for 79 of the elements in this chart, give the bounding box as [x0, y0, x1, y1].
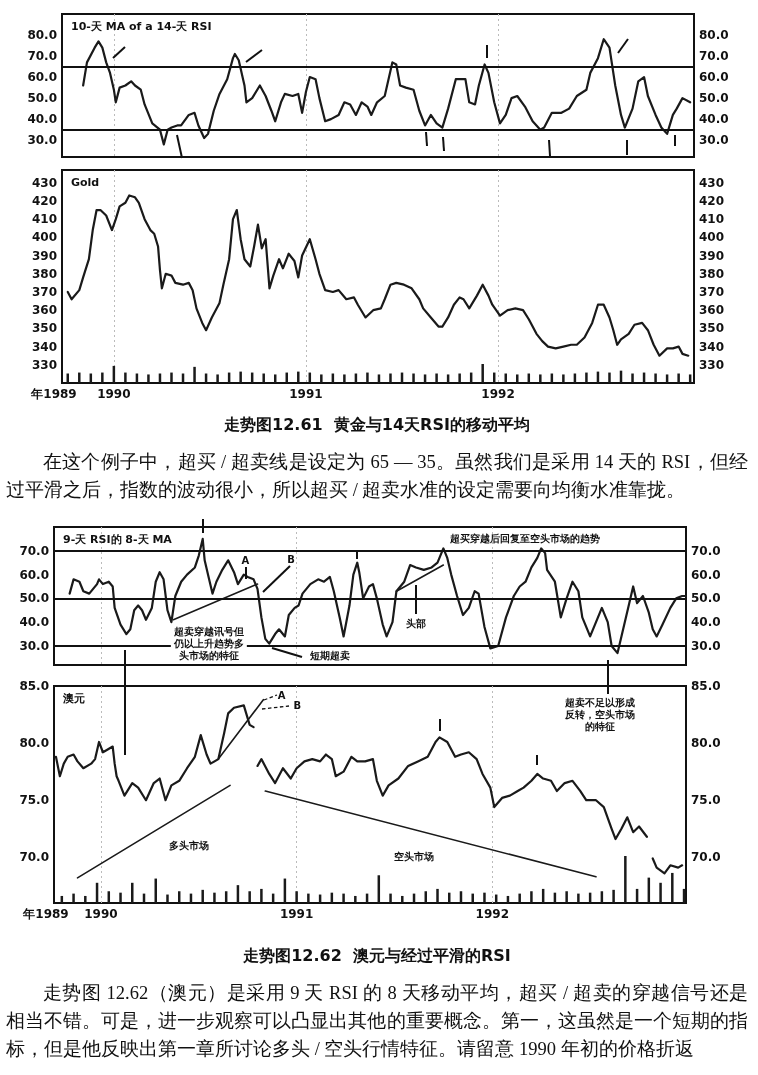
y-tick-label: 360	[31, 303, 57, 318]
y2-tick-label: 80.0	[699, 28, 729, 43]
y-tick-label: 380	[31, 266, 57, 281]
annotation: 空头市场	[394, 850, 435, 862]
y2-tick-label: 40.0	[691, 615, 721, 630]
y-tick-label: 340	[31, 339, 57, 354]
y-tick-label: 70.0	[27, 49, 57, 64]
annotation: A	[241, 554, 250, 566]
text: 9-天 RSI的 8-天 MA	[63, 533, 173, 546]
x-axis-title: 年1989	[30, 387, 77, 401]
y2-tick-label: 50.0	[699, 91, 729, 106]
x-tick-label: 1990	[84, 907, 118, 921]
y2-tick-label: 350	[699, 321, 725, 336]
y2-tick-label: 70.0	[691, 543, 721, 558]
y2-tick-label: 370	[699, 284, 725, 299]
y-tick-label: 80.0	[27, 28, 57, 43]
annotation: 短期超卖	[309, 649, 351, 661]
text: Gold	[71, 176, 100, 189]
annotation: A	[277, 690, 286, 702]
x-tick-label: 1991	[289, 387, 323, 401]
annotation: 多头市场	[169, 840, 210, 852]
y2-tick-label: 380	[699, 266, 725, 281]
y-tick-label: 40.0	[19, 615, 49, 630]
y-tick-label: 420	[31, 193, 57, 208]
y2-tick-label: 30.0	[699, 133, 729, 148]
text: 走势图 12.62（澳元）是采用 9 天 RSI 的 8 天移动平均，超买 / 超卖的穿越信号还是相当不错。可是，进一步观察可以凸显出其他的重要概念。第一，这虽然是一个短期的指标，但是他反映出第一章所讨论多头 / 空头行情特征。请留意 1990 年初的价格折返	[6, 982, 748, 1061]
y-tick-label: 400	[31, 230, 57, 245]
y-tick-label: 330	[31, 357, 57, 372]
annotation: 超卖穿越讯号但仍以上升趋势多头市场的特征	[172, 626, 244, 662]
y2-tick-label: 30.0	[691, 638, 721, 653]
y-tick-label: 85.0	[19, 679, 49, 693]
y2-tick-label: 390	[699, 248, 725, 263]
annotation: 超卖不足以形成反转，空头市场的特征	[564, 696, 636, 732]
y-tick-label: 390	[31, 248, 57, 263]
annotation: B	[287, 553, 295, 565]
annotation: B	[293, 700, 302, 712]
y-tick-label: 30.0	[27, 133, 57, 148]
y-tick-label: 40.0	[27, 112, 57, 127]
y2-tick-label: 85.0	[691, 679, 721, 693]
y-tick-label: 70.0	[19, 850, 49, 865]
y-tick-label: 30.0	[19, 638, 49, 653]
y-tick-label: 430	[31, 175, 57, 190]
x-tick-label: 1991	[279, 907, 314, 921]
y2-tick-label: 50.0	[691, 591, 721, 606]
text: 在这个例子中，超买 / 超卖线是设定为 65 — 35。虽然我们是采用 14 天的 RSI，但经过平滑之后，指数的波动很小，所以超买 / 超卖水准的设定需要向均衡水准靠拢。	[6, 451, 748, 502]
y-tick-label: 80.0	[19, 736, 49, 751]
y-tick-label: 350	[31, 321, 57, 336]
y2-tick-label: 40.0	[699, 112, 729, 127]
y2-tick-label: 80.0	[691, 736, 721, 751]
text: 澳元	[62, 692, 85, 705]
y-tick-label: 370	[31, 284, 57, 299]
y2-tick-label: 420	[699, 193, 725, 208]
text: 10-天 MA of a 14-天 RSI	[71, 20, 212, 33]
annotation: 超买穿越后回复至空头市场的趋势	[449, 533, 601, 545]
x-tick-label: 1992	[481, 387, 515, 401]
y2-tick-label: 360	[699, 303, 725, 318]
text: 走势图12.62 澳元与经过平滑的RSI	[242, 945, 512, 967]
y2-tick-label: 400	[699, 230, 725, 245]
x-tick-label: 1990	[97, 387, 131, 401]
y-tick-label: 70.0	[19, 543, 49, 558]
y2-tick-label: 430	[699, 175, 725, 190]
y2-tick-label: 70.0	[699, 49, 729, 64]
y2-tick-label: 75.0	[691, 793, 721, 808]
x-tick-label: 1992	[475, 907, 509, 921]
y2-tick-label: 60.0	[691, 567, 721, 582]
y2-tick-label: 330	[699, 357, 725, 372]
y-tick-label: 60.0	[19, 567, 49, 582]
y2-tick-label: 340	[699, 339, 725, 354]
y-tick-label: 50.0	[27, 91, 57, 106]
annotation: 头部	[406, 618, 427, 630]
y2-tick-label: 410	[699, 212, 725, 227]
text: 走势图12.61 黄金与14天RSI的移动平均	[223, 414, 531, 436]
y-tick-label: 50.0	[19, 591, 49, 606]
y-tick-label: 60.0	[27, 70, 57, 85]
x-axis-title: 年1989	[22, 907, 69, 921]
y2-tick-label: 70.0	[691, 850, 721, 865]
y-tick-label: 75.0	[19, 793, 49, 808]
y-tick-label: 410	[31, 212, 57, 227]
y2-tick-label: 60.0	[699, 70, 729, 85]
